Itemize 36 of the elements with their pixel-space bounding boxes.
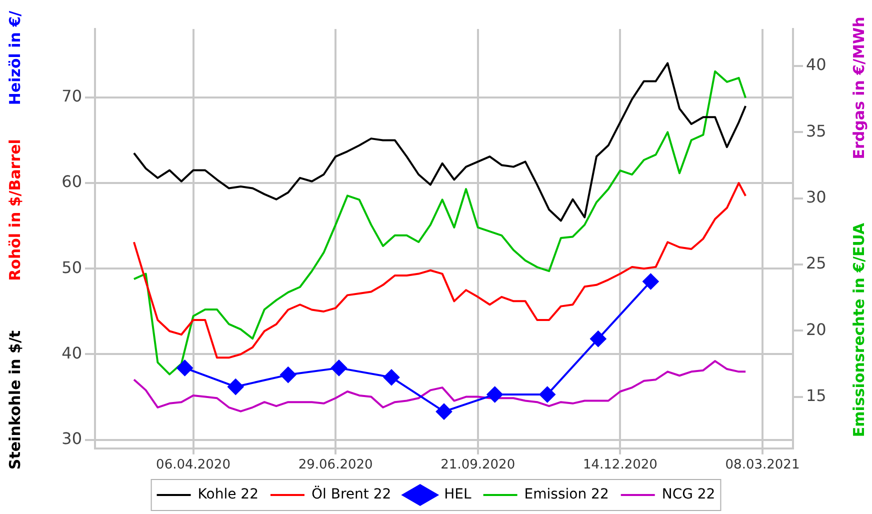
legend-label: Öl Brent 22 xyxy=(311,486,392,503)
legend-label: HEL xyxy=(444,486,472,503)
text: Heizöl in €/ xyxy=(6,10,24,106)
y2-tick-label: 35 xyxy=(806,121,826,140)
y2-tick-label: 15 xyxy=(806,386,826,405)
x-tick-label: 14.12.2020 xyxy=(582,458,658,473)
point xyxy=(383,369,400,386)
x-tick-label: 21.09.2020 xyxy=(440,458,516,473)
y-tick-label: 50 xyxy=(62,258,82,277)
text: Erdgas in €/MWh xyxy=(850,16,868,160)
y2-axis-title: Emissionsrechte in €/EUA xyxy=(850,222,868,438)
point xyxy=(176,360,193,376)
y2-tick-label: 20 xyxy=(806,320,826,339)
y-axis-title: Steinkohle in $/t xyxy=(6,330,24,470)
point xyxy=(539,386,556,402)
legend-label: NCG 22 xyxy=(662,486,716,503)
legend-label: Kohle 22 xyxy=(198,486,258,503)
point xyxy=(280,366,296,383)
legend-label: Emission 22 xyxy=(524,486,609,503)
x-tick-label: 29.06.2020 xyxy=(298,458,373,473)
y2-tick-label: 25 xyxy=(806,254,826,273)
point xyxy=(590,330,606,347)
y-tick-label: 70 xyxy=(62,86,82,106)
y2-tick-label: 30 xyxy=(806,188,826,207)
x-tick-label: 08.03.2021 xyxy=(725,458,800,473)
point xyxy=(436,404,452,420)
point xyxy=(330,360,347,376)
y2-tick-label: 40 xyxy=(806,55,826,74)
y-tick-label: 60 xyxy=(62,172,82,192)
x-tick-label: 06.04.2020 xyxy=(156,458,230,473)
text: Rohöl in $/Barrel xyxy=(6,139,24,281)
y-tick-label: 30 xyxy=(62,428,82,448)
point xyxy=(642,273,659,290)
point xyxy=(228,378,244,395)
point xyxy=(486,386,503,402)
y-tick-label: 40 xyxy=(62,343,82,362)
